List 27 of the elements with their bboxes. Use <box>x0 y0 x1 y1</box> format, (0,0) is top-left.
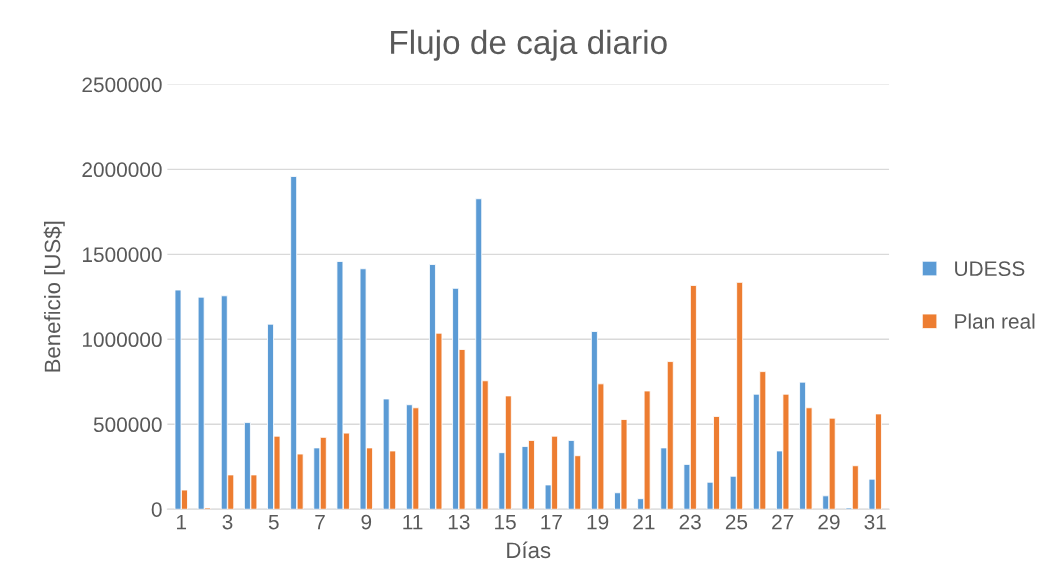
y-tick-label: 500000 <box>93 417 162 433</box>
x-tick-label: 3 <box>222 514 233 530</box>
y-tick-label: 2000000 <box>82 162 162 178</box>
x-tick-label: 15 <box>495 514 516 530</box>
x-tick-label: 13 <box>448 514 470 530</box>
x-tick-label: 1 <box>177 514 187 530</box>
x-axis-title: Días <box>507 541 551 559</box>
x-tick-label: 25 <box>725 514 748 530</box>
x-tick-label: 9 <box>361 514 372 530</box>
x-tick-label: 27 <box>772 514 794 530</box>
x-tick-label: 23 <box>679 514 701 530</box>
x-tick-label: 11 <box>403 514 423 530</box>
y-tick-label: 1000000 <box>82 332 162 348</box>
x-tick-label: 17 <box>541 514 562 530</box>
x-tick-label: 19 <box>587 514 609 530</box>
y-tick-label: 2500000 <box>82 77 162 93</box>
x-tick-label: 21 <box>633 514 655 530</box>
legend-label: Plan real <box>955 313 1035 329</box>
y-tick-label: 1500000 <box>82 247 162 263</box>
x-tick-label: 7 <box>315 514 325 530</box>
y-axis-title: Beneficio [US$] <box>43 221 65 372</box>
y-tick-label: 0 <box>151 502 162 517</box>
x-tick-label: 31 <box>864 514 886 530</box>
chart-title: Flujo de caja diario <box>391 29 667 61</box>
x-tick-label: 5 <box>268 514 279 530</box>
legend-label: UDESS <box>955 261 1025 277</box>
x-tick-label: 29 <box>818 514 840 530</box>
